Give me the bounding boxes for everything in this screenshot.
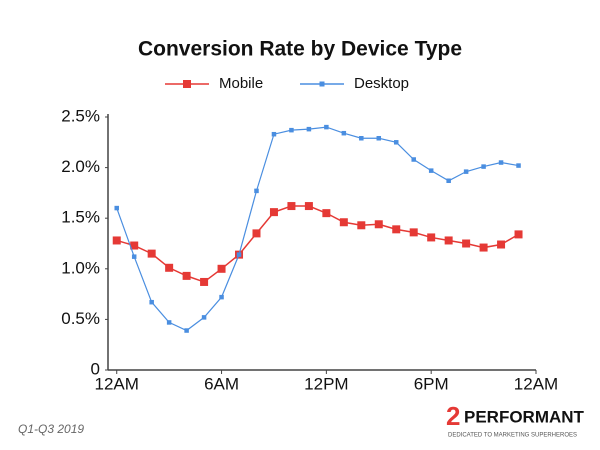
point [376, 136, 382, 141]
y-tick-label: 0.5% [61, 309, 100, 328]
point [393, 140, 399, 145]
point [427, 233, 436, 242]
logo-mark: 2 [446, 401, 460, 431]
point [112, 236, 121, 245]
point [392, 225, 401, 234]
point [462, 239, 471, 248]
point [374, 220, 383, 229]
legend-label: Desktop [354, 75, 409, 92]
y-tick-label: 2.0% [61, 157, 100, 176]
x-tick-label: 12PM [304, 374, 348, 393]
point [481, 164, 486, 169]
point [339, 218, 348, 227]
brand-name: PERFORMANT [464, 407, 585, 426]
y-tick-label: 2.5% [61, 106, 100, 125]
point [514, 230, 523, 239]
point [446, 178, 451, 184]
point [409, 228, 418, 237]
x-tick-label: 6PM [414, 374, 449, 393]
x-tick-label: 6AM [204, 374, 239, 393]
point [166, 320, 172, 325]
point [269, 208, 278, 217]
y-tick-label: 1.5% [61, 208, 100, 227]
point [271, 131, 277, 137]
series-line [116, 205, 519, 283]
point [200, 277, 209, 286]
logo: 2 PERFORMANT DEDICATED TO MARKETING SUPE… [446, 401, 585, 439]
point [149, 299, 154, 305]
point [516, 163, 521, 168]
y-tick-label: 1.0% [61, 258, 100, 277]
point [306, 126, 312, 132]
point [219, 294, 224, 300]
point [165, 263, 174, 272]
point [359, 136, 364, 141]
point [147, 249, 156, 258]
x-tick-label: 12AM [95, 374, 139, 393]
footnote: Q1-Q3 2019 [18, 422, 84, 436]
point [131, 254, 137, 259]
point [287, 202, 296, 211]
series-line [116, 126, 519, 332]
legend-marker [183, 80, 191, 88]
point [479, 243, 488, 252]
y-tick-label: 0 [91, 359, 100, 378]
point [252, 229, 261, 238]
point [322, 209, 331, 218]
chart-title: Conversion Rate by Device Type [138, 38, 462, 61]
point [304, 202, 313, 211]
point [341, 130, 347, 136]
point [217, 264, 226, 273]
point [463, 169, 469, 174]
point [254, 188, 259, 194]
point [289, 127, 294, 133]
point [201, 315, 207, 320]
point [130, 241, 139, 250]
x-tick-label: 12AM [514, 374, 558, 393]
legend-label: Mobile [219, 75, 263, 92]
point [236, 252, 242, 257]
brand-tagline: DEDICATED TO MARKETING SUPERHEROES [448, 433, 577, 439]
point [497, 240, 506, 249]
point [444, 236, 453, 245]
point [184, 328, 189, 333]
point [411, 157, 416, 162]
legend-marker [319, 81, 325, 87]
point [182, 271, 191, 280]
point [114, 205, 119, 211]
point [324, 124, 329, 130]
point [357, 221, 366, 230]
point [428, 168, 434, 173]
point [498, 160, 504, 165]
